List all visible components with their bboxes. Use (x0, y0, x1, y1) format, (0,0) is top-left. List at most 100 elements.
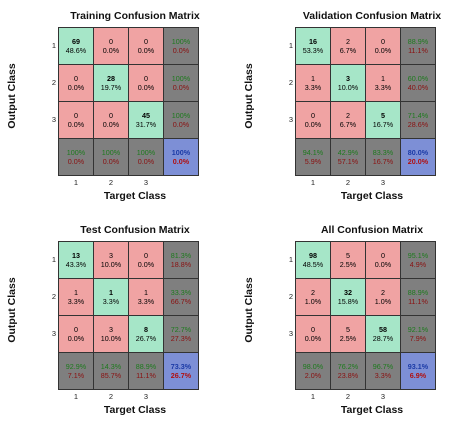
error-percent: 85.7% (100, 371, 122, 380)
accuracy-percent: 93.1% (407, 362, 429, 371)
accuracy-percent: 98.0% (302, 362, 324, 371)
x-tick-label: 3 (143, 178, 149, 187)
correct-cell: 98 48.5% (296, 242, 330, 278)
cell-percent: 31.7% (135, 120, 157, 129)
x-tick-label: 3 (143, 392, 149, 401)
cell-percent: 3.3% (374, 83, 392, 92)
cell-count: 0 (381, 37, 385, 46)
error-percent: 18.8% (170, 260, 192, 269)
error-percent: 26.7% (170, 371, 192, 380)
accuracy-percent: 100% (171, 37, 191, 46)
error-percent: 16.7% (372, 157, 394, 166)
column-summary-cell: 100% 0.0% (129, 139, 163, 175)
y-tick-label: 1 (288, 41, 293, 50)
accuracy-percent: 100% (136, 148, 156, 157)
incorrect-cell: 1 3.3% (296, 65, 330, 101)
error-percent: 57.1% (337, 157, 359, 166)
cell-percent: 0.0% (102, 46, 120, 55)
cell-count: 98 (309, 251, 317, 260)
cell-percent: 0.0% (137, 260, 155, 269)
correct-cell: 32 15.8% (331, 279, 365, 315)
x-axis-label: Target Class (340, 404, 404, 416)
cell-count: 0 (74, 325, 78, 334)
cell-percent: 15.8% (337, 297, 359, 306)
cell-percent: 6.7% (339, 120, 357, 129)
column-summary-cell: 96.7% 3.3% (366, 353, 400, 389)
error-percent: 0.0% (172, 120, 190, 129)
cell-count: 0 (144, 251, 148, 260)
row-summary-cell: 92.1% 7.9% (401, 316, 435, 352)
error-percent: 66.7% (170, 297, 192, 306)
cell-percent: 10.0% (337, 83, 359, 92)
accuracy-percent: 88.9% (407, 37, 429, 46)
cell-count: 13 (72, 251, 80, 260)
incorrect-cell: 0 0.0% (94, 102, 128, 138)
error-percent: 0.0% (102, 157, 120, 166)
column-summary-cell: 76.2% 23.8% (331, 353, 365, 389)
accuracy-percent: 73.3% (170, 362, 192, 371)
panel-title: Validation Confusion Matrix (302, 10, 442, 22)
incorrect-cell: 0 0.0% (129, 65, 163, 101)
y-tick-label: 3 (51, 115, 56, 124)
matrix-grid: 69 48.6% 0 0.0% 0 0.0% 100% 0.0% 0 0.0% 28 19.7% 0 0.… (58, 27, 199, 176)
cell-count: 0 (144, 74, 148, 83)
matrix-grid: 16 53.3% 2 6.7% 0 0.0% 88.9% 11.1% 1 3.3% 3 10.0% 1 3… (295, 27, 436, 176)
column-summary-cell: 92.9% 7.1% (59, 353, 93, 389)
accuracy-percent: 33.3% (170, 288, 192, 297)
row-summary-cell: 100% 0.0% (164, 28, 198, 64)
cell-percent: 0.0% (102, 120, 120, 129)
incorrect-cell: 2 6.7% (331, 28, 365, 64)
cell-percent: 0.0% (304, 120, 322, 129)
accuracy-percent: 81.3% (170, 251, 192, 260)
cell-count: 1 (311, 74, 315, 83)
row-summary-cell: 100% 0.0% (164, 102, 198, 138)
cell-count: 0 (381, 251, 385, 260)
matrix-grid: 13 43.3% 3 10.0% 0 0.0% 81.3% 18.8% 1 3.3% 1 3.3% 1 3… (58, 241, 199, 390)
error-percent: 0.0% (172, 46, 190, 55)
error-percent: 11.1% (136, 371, 156, 380)
correct-cell: 3 10.0% (331, 65, 365, 101)
cell-percent: 3.3% (304, 83, 322, 92)
panel-title: Training Confusion Matrix (70, 10, 200, 22)
incorrect-cell: 0 0.0% (59, 65, 93, 101)
cell-count: 5 (346, 251, 350, 260)
column-summary-cell: 100% 0.0% (59, 139, 93, 175)
matrix-grid: 98 48.5% 5 2.5% 0 0.0% 95.1% 4.9% 2 1.0% 32 15.8% 2 1… (295, 241, 436, 390)
correct-cell: 8 26.7% (129, 316, 163, 352)
column-summary-cell: 83.3% 16.7% (366, 139, 400, 175)
accuracy-percent: 100% (171, 111, 191, 120)
row-summary-cell: 71.4% 28.6% (401, 102, 435, 138)
incorrect-cell: 1 3.3% (129, 279, 163, 315)
cell-count: 0 (74, 111, 78, 120)
error-percent: 0.0% (172, 157, 190, 166)
column-summary-cell: 42.9% 57.1% (331, 139, 365, 175)
cell-count: 0 (144, 37, 148, 46)
row-summary-cell: 81.3% 18.8% (164, 242, 198, 278)
x-tick-label: 2 (345, 178, 351, 187)
x-tick-label: 2 (108, 392, 114, 401)
error-percent: 0.0% (172, 83, 190, 92)
error-percent: 3.3% (374, 371, 392, 380)
cell-count: 32 (344, 288, 352, 297)
row-summary-cell: 33.3% 66.7% (164, 279, 198, 315)
error-percent: 4.9% (409, 260, 427, 269)
correct-cell: 1 3.3% (94, 279, 128, 315)
overall-accuracy-cell: 100% 0.0% (164, 139, 198, 175)
incorrect-cell: 3 10.0% (94, 316, 128, 352)
cell-percent: 19.7% (100, 83, 122, 92)
accuracy-percent: 100% (101, 148, 121, 157)
column-summary-cell: 100% 0.0% (94, 139, 128, 175)
cell-percent: 6.7% (339, 46, 357, 55)
cell-count: 8 (144, 325, 148, 334)
test-confusion-matrix-panel: Test Confusion Matrix Output Class Target … (0, 214, 237, 428)
correct-cell: 69 48.6% (59, 28, 93, 64)
incorrect-cell: 2 1.0% (296, 279, 330, 315)
cell-count: 16 (309, 37, 317, 46)
overall-accuracy-cell: 80.0% 20.0% (401, 139, 435, 175)
incorrect-cell: 0 0.0% (366, 242, 400, 278)
x-axis-label: Target Class (103, 404, 167, 416)
error-percent: 7.9% (409, 334, 427, 343)
cell-count: 2 (346, 111, 350, 120)
x-tick-label: 3 (380, 178, 386, 187)
accuracy-percent: 42.9% (337, 148, 359, 157)
